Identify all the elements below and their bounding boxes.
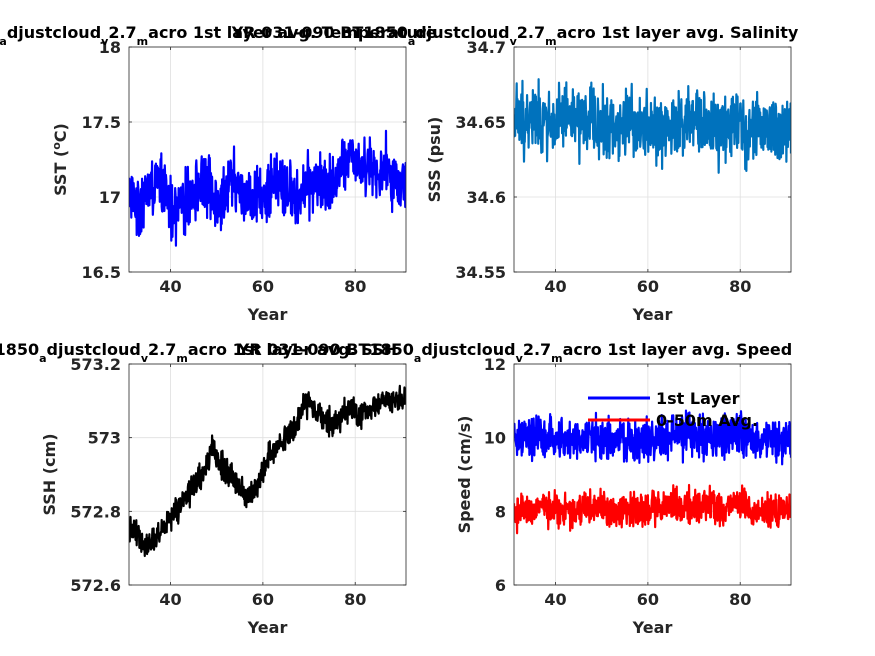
x-tick-label: 80 [729,590,751,609]
chart-title-part: a [39,352,46,365]
y-axis-label: SSH (cm) [40,433,59,515]
x-axis-label: Year [247,305,288,324]
chart-panel-2: 40 60 80 34.55 34.6 34.65 34.7 Year SSS (psu) YR … [231,23,799,324]
x-tick-label: 40 [159,277,181,296]
chart-title-part: a [408,35,415,48]
y-tick-label: 34.6 [467,188,506,207]
chart-title-part: 2.7 [108,23,136,42]
chart-panel-1: 40 60 80 16.5 17 17.5 18 Year SST (oC) YR 031-090… [0,23,437,324]
chart-title-part: YR 031-090 BT1850 [237,340,414,359]
x-tick-label: 80 [344,277,366,296]
legend: 1st Layer 0-50m Avg. [588,389,758,430]
axes-frame [128,46,407,273]
y-tick-label: 16.5 [82,263,121,282]
y-tick-label: 17 [99,188,121,207]
x-tick-label: 80 [729,277,751,296]
chart-title-part: djustcloud [415,23,509,42]
chart-title-part: v [510,35,518,48]
y-tick-label: 12 [484,355,506,374]
y-tick-label: 34.55 [455,263,506,282]
y-axis-label: SST (oC) [50,123,70,196]
y-axis-label: SSS (psu) [425,117,444,203]
series-line-1 [129,129,406,247]
chart-title-part: acro 1st layer avg. SSH [188,340,397,359]
chart-title: YR 031-090 BT1850adjustcloudv2.7macro 1s… [0,23,437,48]
legend-label: 1st Layer [656,389,740,408]
chart-title-part: acro 1st layer avg. Salinity [557,23,799,42]
y-tick-label: 17.5 [82,113,121,132]
chart-title-part: v [141,352,149,365]
chart-title-part: 2.7 [517,23,545,42]
y-axis-label-part: o [50,142,63,150]
chart-title-part: YR 031-090 BT1850 [0,340,39,359]
series-line-1 [129,384,406,558]
chart-title-part: a [0,35,7,48]
x-tick-label: 60 [637,277,659,296]
chart-title: YR 031-090 BT1850adjustcloudv2.7macro 1s… [237,340,792,365]
y-tick-label: 18 [99,38,121,57]
y-tick-label: 6 [495,576,506,595]
series-line-2 [514,483,791,535]
chart-title-part: v [516,352,524,365]
axes-frame [513,46,792,273]
chart-title: YR 031-090 BT1850adjustcloudv2.7macro 1s… [0,340,397,365]
y-axis-label: Speed (cm/s) [455,416,474,534]
chart-title-part: acro 1st layer avg. Temperature [148,23,437,42]
chart-title-part: m [176,352,187,365]
chart-title-part: djustcloud [47,340,141,359]
chart-title-part: acro 1st layer avg. Speed [563,340,793,359]
x-tick-label: 60 [637,590,659,609]
series-line-1 [514,78,791,174]
chart-title-part: YR 031-090 BT1850 [231,23,408,42]
x-axis-label: Year [632,618,673,637]
chart-title-part: 2.7 [148,340,176,359]
y-tick-label: 10 [484,429,506,448]
chart-title-part: a [414,352,421,365]
chart-title-part: 2.7 [523,340,551,359]
plot-area [514,364,791,585]
series-line-1 [514,409,791,466]
x-axis-label: Year [247,618,288,637]
x-tick-label: 60 [252,590,274,609]
chart-title: YR 031-090 BT1850adjustcloudv2.7macro 1s… [231,23,799,48]
y-tick-label: 8 [495,502,506,521]
y-axis-label-part: SST ( [51,150,70,196]
chart-panel-3: 40 60 80 572.6 572.8 573 573.2 Year SSH (cm) YR 0… [0,340,407,637]
chart-title-part: m [551,352,562,365]
y-tick-label: 34.65 [455,113,506,132]
x-tick-label: 40 [544,590,566,609]
y-tick-label: 573.2 [70,355,121,374]
y-tick-label: 572.6 [70,576,121,595]
legend-label: 0-50m Avg. [656,411,758,430]
x-tick-label: 40 [159,590,181,609]
chart-title-part: djustcloud [421,340,515,359]
x-tick-label: 80 [344,590,366,609]
x-tick-label: 60 [252,277,274,296]
axes-frame [513,363,792,586]
x-tick-label: 40 [544,277,566,296]
plot-area [129,364,406,585]
y-tick-label: 572.8 [70,502,121,521]
y-tick-label: 34.7 [467,38,506,57]
chart-title-part: m [137,35,148,48]
chart-title-part: v [101,35,109,48]
y-tick-label: 573 [88,429,121,448]
x-axis-label: Year [632,305,673,324]
axes-frame [128,363,407,586]
chart-title-part: djustcloud [7,23,101,42]
chart-title-part: m [545,35,556,48]
chart-panel-4: 40 60 80 6 8 10 12 Year Speed (cm/s) YR 031-090 B… [237,340,792,637]
y-axis-label-part: C) [51,123,70,142]
